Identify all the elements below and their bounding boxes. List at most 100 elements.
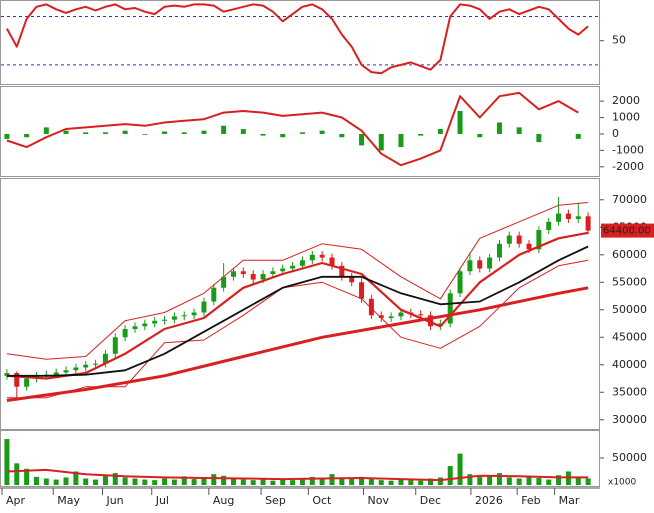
bar bbox=[388, 480, 394, 485]
candle-body bbox=[211, 287, 217, 302]
line bbox=[6, 202, 589, 360]
bar bbox=[260, 133, 266, 136]
x-tick-label: Jul bbox=[155, 494, 169, 507]
y-tick-label: 40000 bbox=[612, 358, 647, 371]
candle-body bbox=[221, 276, 227, 288]
bar bbox=[24, 468, 30, 485]
bar bbox=[33, 476, 39, 485]
bar bbox=[240, 479, 246, 485]
last-price-label: 64400.00 bbox=[603, 226, 651, 237]
candle-body bbox=[457, 271, 463, 294]
x-tick-label: Nov bbox=[368, 494, 390, 507]
candle-body bbox=[4, 373, 10, 376]
candle-body bbox=[428, 315, 434, 327]
bar bbox=[408, 480, 414, 485]
bar bbox=[83, 478, 89, 485]
bar bbox=[14, 463, 20, 485]
bar bbox=[575, 133, 581, 139]
bar bbox=[398, 133, 404, 148]
candle-body bbox=[546, 221, 552, 231]
bar bbox=[339, 477, 345, 485]
line bbox=[6, 468, 589, 482]
y-tick-label: 45000 bbox=[612, 330, 647, 343]
y-tick-label: -1000 bbox=[612, 143, 644, 156]
x-tick-label: Apr bbox=[6, 494, 26, 507]
bar bbox=[575, 477, 581, 485]
x-tick-label: 2026 bbox=[475, 494, 503, 507]
bar bbox=[299, 478, 305, 485]
candle-body bbox=[536, 230, 542, 250]
x-tick-label: Sep bbox=[265, 494, 286, 507]
bar bbox=[191, 479, 197, 485]
y-tick-label: 2000 bbox=[612, 94, 640, 107]
bar bbox=[240, 129, 246, 134]
bar bbox=[536, 133, 542, 143]
bar bbox=[418, 133, 424, 136]
candle-body bbox=[102, 353, 108, 364]
candle-body bbox=[181, 315, 187, 317]
x-tick-label: Aug bbox=[213, 494, 234, 507]
line bbox=[6, 91, 579, 167]
y-tick-label: 35000 bbox=[612, 385, 647, 398]
bar bbox=[299, 132, 305, 134]
bar bbox=[171, 479, 177, 485]
candle-body bbox=[73, 367, 79, 371]
bar bbox=[270, 480, 276, 485]
bar bbox=[181, 476, 187, 485]
bar bbox=[280, 479, 286, 485]
panel-frame bbox=[0, 86, 600, 177]
y-tick-label: 50 bbox=[612, 34, 626, 47]
bar bbox=[526, 476, 532, 485]
line bbox=[6, 245, 589, 377]
bar bbox=[181, 132, 187, 134]
candle-body bbox=[556, 213, 562, 222]
bar bbox=[457, 110, 463, 134]
bar bbox=[319, 130, 325, 134]
bar bbox=[437, 129, 443, 134]
bar bbox=[83, 132, 89, 134]
candle-body bbox=[575, 216, 581, 220]
candle-body bbox=[359, 282, 365, 299]
candle-body bbox=[63, 370, 69, 373]
candle-body bbox=[319, 254, 325, 258]
bar bbox=[53, 479, 59, 485]
bar bbox=[122, 477, 128, 485]
x-tick-label: Mar bbox=[559, 494, 580, 507]
candle-body bbox=[171, 316, 177, 320]
bar bbox=[398, 479, 404, 485]
bar bbox=[201, 477, 207, 485]
bar bbox=[221, 125, 227, 134]
bar bbox=[457, 453, 463, 485]
bar bbox=[63, 130, 69, 134]
bar bbox=[546, 479, 552, 485]
y-tick-label: 1000 bbox=[612, 111, 640, 124]
candle-body bbox=[112, 337, 118, 354]
candle-body bbox=[398, 312, 404, 317]
candle-body bbox=[152, 320, 158, 324]
unit-label: x1000 bbox=[608, 478, 637, 488]
bar bbox=[43, 127, 49, 134]
candle-body bbox=[418, 314, 424, 316]
bar bbox=[516, 478, 522, 485]
panel-frame bbox=[0, 178, 600, 430]
line bbox=[6, 3, 589, 75]
x-tick-label: Dec bbox=[420, 494, 441, 507]
y-tick-label: 55000 bbox=[612, 275, 647, 288]
bar bbox=[418, 480, 424, 485]
line bbox=[6, 286, 589, 402]
bar bbox=[378, 133, 384, 151]
bar bbox=[24, 133, 30, 138]
y-tick-label: 0 bbox=[612, 127, 619, 140]
bar bbox=[359, 133, 365, 146]
bar bbox=[4, 439, 10, 485]
bar bbox=[437, 477, 443, 485]
bar bbox=[467, 474, 473, 485]
y-tick-label: 60000 bbox=[612, 248, 647, 261]
bar bbox=[477, 476, 483, 485]
candle-body bbox=[93, 363, 99, 365]
bar bbox=[93, 479, 99, 485]
candle-body bbox=[378, 315, 384, 319]
candle-body bbox=[230, 271, 236, 277]
x-tick-label: Jun bbox=[105, 494, 123, 507]
